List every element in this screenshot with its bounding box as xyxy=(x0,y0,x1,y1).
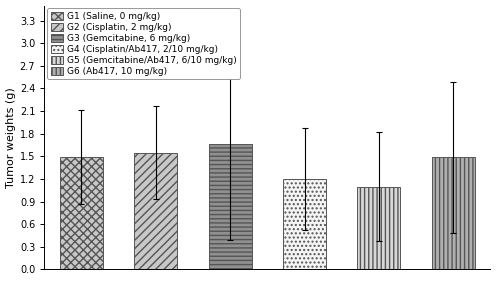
Bar xyxy=(283,179,326,269)
Bar xyxy=(209,144,252,269)
Bar xyxy=(60,157,103,269)
Bar xyxy=(357,187,400,269)
Bar xyxy=(134,153,178,269)
Y-axis label: Tumor weights (g): Tumor weights (g) xyxy=(5,87,15,188)
Bar xyxy=(432,157,475,269)
Legend: G1 (Saline, 0 mg/kg), G2 (Cisplatin, 2 mg/kg), G3 (Gemcitabine, 6 mg/kg), G4 (Ci: G1 (Saline, 0 mg/kg), G2 (Cisplatin, 2 m… xyxy=(47,8,240,79)
